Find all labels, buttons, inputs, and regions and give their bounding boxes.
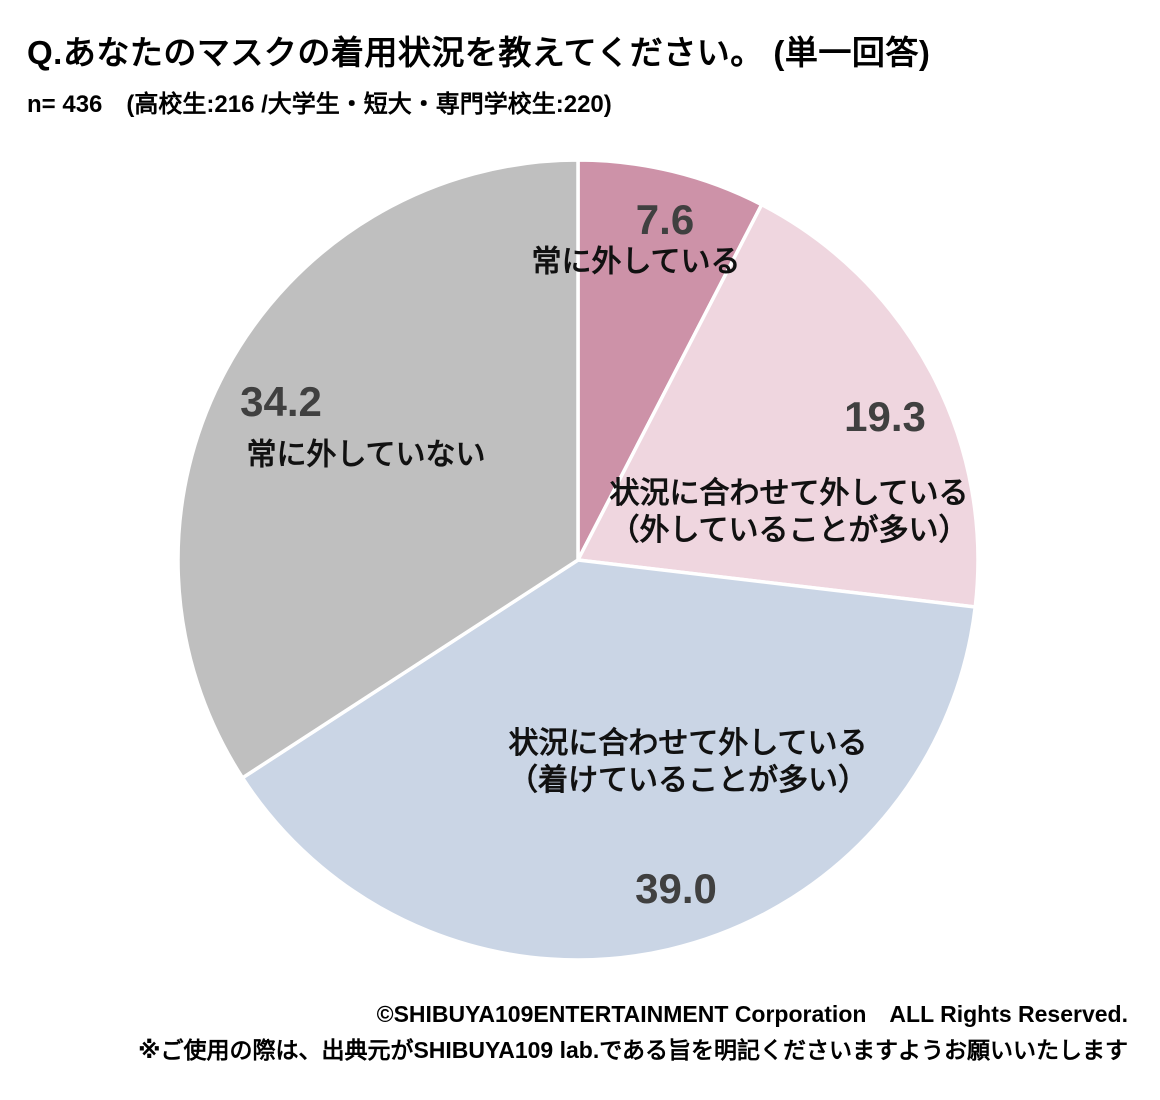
slice-label-always-removed: 常に外している: [531, 245, 741, 279]
usage-note-text: ※ご使用の際は、出典元がSHIBUYA109 lab.である旨を明記くださいます…: [138, 1037, 1128, 1063]
pie-slice-4: [176, 158, 580, 780]
chart-title: Q.あなたのマスクの着用状況を教えてください。 (単一回答): [27, 34, 931, 71]
pie-slice-1: [576, 158, 764, 562]
slice-label-mostly-off-line1: 状況に合わせて外している: [609, 477, 969, 510]
sample-size-line: n= 436 (高校生:216 /大学生・短大・専門学校生:220): [27, 91, 612, 118]
slice-label-never-removed: 常に外していない: [246, 438, 486, 472]
slice-value-mostly-on: 39.0: [635, 865, 717, 912]
pie-slice-2: [576, 202, 980, 609]
slice-label-mostly-on-line1: 状況に合わせて外している: [508, 727, 868, 760]
slice-value-never-removed: 34.2: [240, 378, 322, 425]
copyright-text: ©SHIBUYA109ENTERTAINMENT Corporation ALL…: [376, 1001, 1128, 1027]
slice-value-mostly-off: 19.3: [844, 393, 926, 440]
slice-label-mostly-off-line2: （外していることが多い）: [609, 514, 969, 547]
slice-label-mostly-on: 状況に合わせて外している （着けていることが多い）: [508, 725, 868, 799]
slice-label-mostly-on-line2: （着けていることが多い）: [508, 764, 868, 797]
slice-label-mostly-off: 状況に合わせて外している （外していることが多い）: [609, 475, 968, 549]
slice-value-always-removed: 7.6: [635, 196, 695, 243]
